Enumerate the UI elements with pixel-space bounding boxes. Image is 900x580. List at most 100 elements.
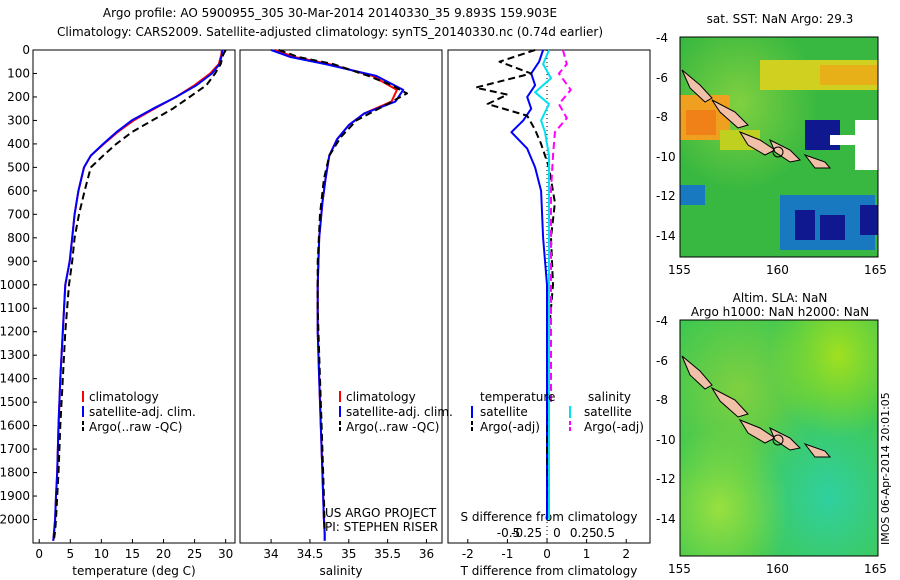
x-axis-label-salinity: salinity [319,564,362,578]
map-x-tick-label: 155 [668,263,691,277]
top-tick-label: -0.5 [497,526,520,540]
x-tick-label: 35 [341,547,356,561]
map-y-tick-label: -14 [656,511,676,526]
cold-patch [860,205,878,235]
y-tick-label: 500 [7,160,30,174]
figure-subtitle: Climatology: CARS2009. Satellite-adjuste… [56,25,604,39]
y-tick-label: 900 [7,254,30,268]
y-tick-label: 1800 [0,466,30,480]
x-tick-label: 20 [156,547,171,561]
islands [681,69,832,169]
cold-patch [680,185,705,205]
legend-label: satellite-adj. clim. [346,405,453,419]
y-tick-label: 1200 [0,325,30,339]
series-difference-1 [474,49,556,520]
legend-label: satellite-adj. clim. [89,405,196,419]
project-label: US ARGO PROJECT [325,506,437,520]
y-tick-label: 1500 [0,395,30,409]
y-tick-label: 300 [7,113,30,127]
map-x-tick-label: 165 [864,562,887,576]
x-tick-label: 2 [622,547,630,561]
warm-patch [686,110,716,135]
series-difference-0 [510,49,548,520]
sla-map-title-2: Argo h1000: NaN h2000: NaN [690,305,870,319]
warm-patch [820,65,878,85]
cold-patch [820,215,845,240]
x-axis-label-difference: T difference from climatology [460,564,638,578]
legend-title: temperature [480,390,555,404]
missing-data [855,120,878,170]
y-tick-label: 2000 [0,513,30,527]
series-difference-2 [534,49,552,520]
legend-label: Argo(..raw -QC) [346,420,439,434]
cold-patch [795,210,815,240]
x-tick-label: 36 [419,547,434,561]
y-tick-label: 1700 [0,442,30,456]
islands [681,355,832,458]
x-tick-label: 34 [263,547,278,561]
legend-label: satellite [480,405,528,419]
map-y-tick-label: -12 [656,189,676,203]
sla-map-title-1: Altim. SLA: NaN [732,291,828,305]
x-tick-label: 30 [218,547,233,561]
x-tick-label: 1 [583,547,591,561]
map-x-tick-label: 155 [668,562,691,576]
legend-label: climatology [89,390,159,404]
x-tick-label: -1 [501,547,513,561]
x-tick-label: -2 [462,547,474,561]
map-x-tick-label: 160 [766,263,789,277]
map-y-tick-label: -12 [656,472,676,486]
y-tick-label: 100 [7,66,30,80]
sst-map-title: sat. SST: NaN Argo: 29.3 [706,12,854,26]
y-tick-label: 1100 [0,301,30,315]
y-tick-label: 400 [7,137,30,151]
imos-timestamp: IMOS 06-Apr-2014 20:01:05 [879,392,892,545]
legend-label: satellite [584,405,632,419]
y-tick-label: 1000 [0,278,30,292]
x-tick-label: 5 [66,547,74,561]
x-tick-label: 35.5 [374,547,401,561]
map-y-tick-label: -14 [656,228,676,243]
missing-data [830,135,860,145]
legend-title: salinity [588,390,631,404]
map-x-tick-label: 160 [766,562,789,576]
y-tick-label: 800 [7,231,30,245]
pi-label: PI: STEPHEN RISER [325,520,439,534]
legend-label: Argo(-adj) [584,420,644,434]
series-layer [52,49,572,541]
x-tick-label: 25 [187,547,202,561]
map-y-tick-label: -10 [656,149,676,164]
series-temperature-1 [52,49,224,541]
sst-map [679,36,879,258]
map-y-tick-label: -10 [656,432,676,447]
top-tick-label: 0.5 [596,526,615,540]
legend-label: Argo(..raw -QC) [89,420,182,434]
map-y-tick-label: -8 [656,393,668,407]
map-y-tick-label: -4 [656,31,668,45]
y-tick-label: 1400 [0,372,30,386]
y-tick-label: 1300 [0,348,30,362]
y-tick-label: 1600 [0,419,30,433]
x-tick-label: 10 [94,547,109,561]
figure-title: Argo profile: AO 5900955_305 30-Mar-2014… [102,6,558,20]
series-salinity-2 [278,49,408,532]
y-tick-label: 200 [7,90,30,104]
y-tick-label: 700 [7,207,30,221]
top-tick-label: -0.25 [511,526,542,540]
x-axis-label-temperature: temperature (deg C) [72,564,195,578]
panel-frame-temperature [32,49,236,544]
x-tick-label: 15 [125,547,140,561]
map-y-tick-label: -6 [656,353,668,368]
y-tick-label: 600 [7,184,30,198]
panel-frame-salinity [239,49,443,544]
map-y-tick-label: -6 [656,70,668,85]
x-tick-label: 0 [35,547,43,561]
y-tick-label: 0 [22,43,30,57]
top-tick-label: 0.25 [570,526,597,540]
series-temperature-2 [53,49,227,539]
top-tick-label: 0 [553,526,561,540]
